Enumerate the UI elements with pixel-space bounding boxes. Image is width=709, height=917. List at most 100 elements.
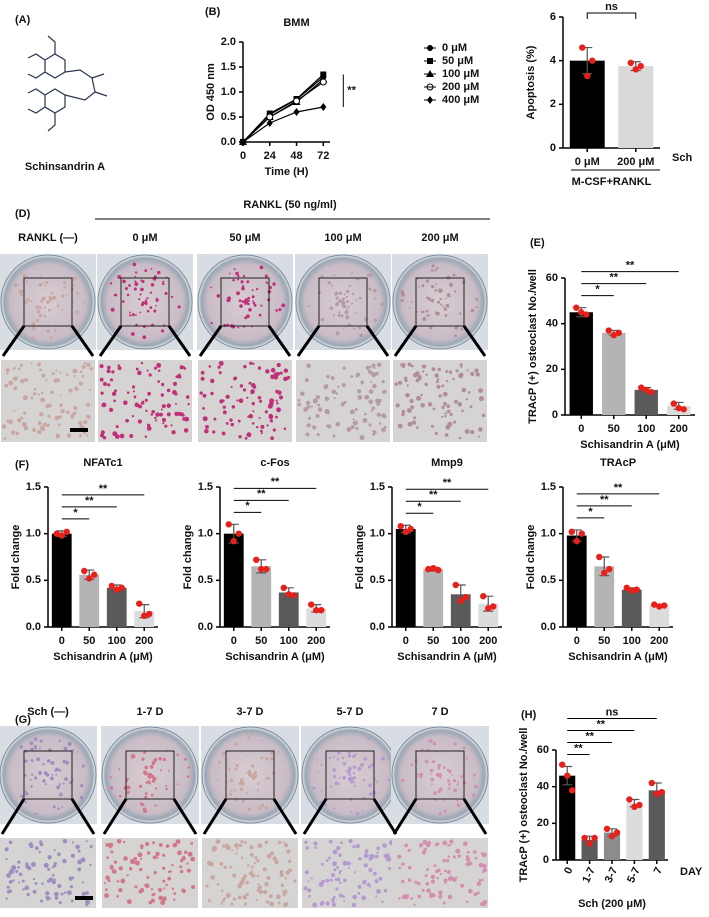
stain-dot xyxy=(335,887,339,891)
stain-dot xyxy=(179,865,183,869)
stain-dot xyxy=(243,302,247,305)
y-tick-label: 2.0 xyxy=(221,36,236,48)
stain-dot xyxy=(225,421,229,425)
stain-dot xyxy=(397,380,403,385)
stain-dot xyxy=(43,306,47,309)
y-tick-label: 0.0 xyxy=(221,136,236,148)
stain-dot xyxy=(111,869,117,874)
stain-dot xyxy=(30,759,34,762)
stain-dot xyxy=(118,794,122,798)
stain-dot xyxy=(252,773,256,777)
stain-dot xyxy=(186,862,189,865)
stain-dot xyxy=(435,283,438,286)
stain-dot xyxy=(53,849,56,852)
stain-dot xyxy=(352,765,357,770)
stain-dot xyxy=(270,367,276,373)
replicate-point xyxy=(452,581,459,589)
stain-dot xyxy=(375,780,378,783)
stain-dot xyxy=(482,852,487,857)
stain-dot xyxy=(59,371,62,374)
stain-dot xyxy=(286,375,291,380)
x-tick-label: 0 xyxy=(59,635,65,647)
stain-dot xyxy=(321,879,325,884)
stain-dot xyxy=(225,893,231,899)
stain-dot xyxy=(138,784,143,788)
stain-dot xyxy=(334,877,338,881)
stain-dot xyxy=(132,262,137,267)
stain-dot xyxy=(104,893,109,898)
x-tick-label: 50 xyxy=(83,635,95,647)
stain-dot xyxy=(462,780,467,785)
stain-dot xyxy=(133,395,137,399)
bar xyxy=(594,566,615,627)
bar xyxy=(79,574,100,627)
stain-dot xyxy=(191,884,196,890)
stain-dot xyxy=(109,378,114,382)
panel-label: (B) xyxy=(205,6,221,18)
stain-dot xyxy=(65,294,68,297)
stain-dot xyxy=(247,736,251,740)
stain-dot xyxy=(160,900,166,906)
stain-dot xyxy=(216,882,220,886)
stain-dot xyxy=(417,374,422,380)
stain-dot xyxy=(159,769,162,772)
stain-dot xyxy=(212,845,218,851)
stain-dot xyxy=(51,873,55,877)
stain-dot xyxy=(118,768,121,771)
zoom-line xyxy=(1,325,26,357)
y-tick-label: 1.0 xyxy=(541,528,556,540)
stain-dot xyxy=(163,887,166,890)
stain-dot xyxy=(257,795,260,798)
stain-dot xyxy=(147,423,151,427)
stain-dot xyxy=(12,377,17,381)
stain-dot xyxy=(125,779,129,782)
stain-dot xyxy=(165,784,168,787)
panel-label: (A) xyxy=(15,14,31,26)
stain-dot xyxy=(276,407,281,413)
stain-dot xyxy=(306,423,311,428)
stain-dot xyxy=(4,847,9,852)
stain-dot xyxy=(345,289,350,293)
stain-dot xyxy=(101,404,104,407)
stain-dot xyxy=(429,325,433,330)
stain-dot xyxy=(413,416,417,420)
replicate-point xyxy=(648,388,655,396)
stain-dot xyxy=(353,327,356,330)
stain-dot xyxy=(478,878,482,883)
stain-dot xyxy=(421,364,427,369)
stain-dot xyxy=(406,384,409,387)
stain-dot xyxy=(30,773,34,776)
stain-dot xyxy=(474,368,479,373)
stain-dot xyxy=(348,839,353,844)
stain-dot xyxy=(159,412,163,417)
stain-dot xyxy=(154,304,157,307)
stain-dot xyxy=(332,434,336,438)
stain-dot xyxy=(231,848,234,852)
y-tick-label: 1.0 xyxy=(370,528,385,540)
stain-dot xyxy=(230,422,235,427)
stain-dot xyxy=(161,282,165,286)
stain-dot xyxy=(355,372,361,377)
stain-dot xyxy=(256,789,259,792)
stain-dot xyxy=(266,875,271,880)
stain-dot xyxy=(260,424,265,429)
stain-dot xyxy=(375,372,379,376)
stain-dot xyxy=(429,773,432,776)
stain-dot xyxy=(420,310,423,313)
stain-dot xyxy=(335,421,340,427)
stain-dot xyxy=(83,300,86,304)
stain-dot xyxy=(252,301,256,305)
y-tick-label: 60 xyxy=(546,272,558,284)
replicate-point xyxy=(485,605,492,612)
stain-dot xyxy=(259,265,264,270)
stain-dot xyxy=(171,430,176,435)
bar xyxy=(559,775,576,860)
stain-dot xyxy=(401,412,405,417)
stain-dot xyxy=(6,419,10,423)
replicate-point xyxy=(584,72,591,80)
stain-dot xyxy=(147,391,152,396)
legend-label: 400 μM xyxy=(442,94,479,106)
stain-dot xyxy=(140,287,144,292)
stain-dot xyxy=(368,867,373,872)
stain-dot xyxy=(432,407,436,411)
